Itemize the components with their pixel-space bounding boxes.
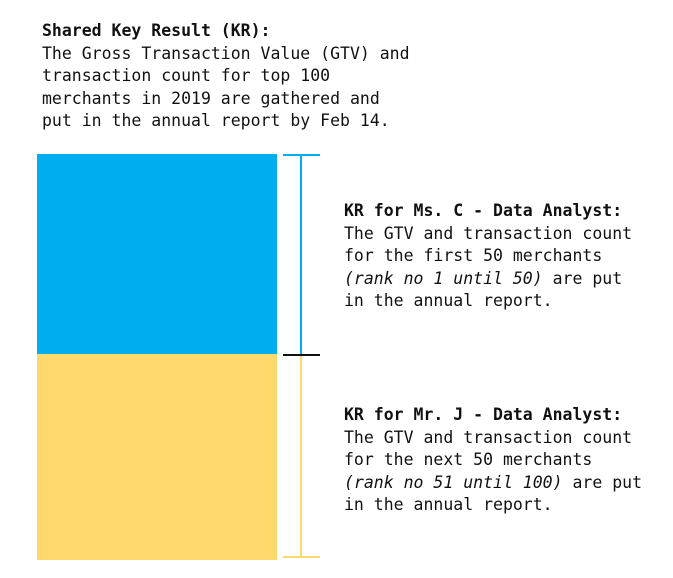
kr-ms-c-line: for the first 50 merchants — [344, 246, 603, 265]
bracket-top-cap — [283, 154, 320, 156]
shared-kr-text: Shared Key Result (KR): The Gross Transa… — [42, 20, 410, 133]
bracket-bottom-cap — [283, 556, 320, 558]
shared-kr-line: The Gross Transaction Value (GTV) and — [42, 43, 410, 63]
kr-mr-j-line: for the next 50 merchants — [344, 450, 593, 469]
kr-mr-j-heading: KR for Mr. J - Data Analyst: — [344, 405, 623, 424]
next-50-bracket-line — [300, 355, 302, 558]
kr-mr-j-text: KR for Mr. J - Data Analyst: The GTV and… — [344, 404, 642, 517]
kr-ms-c-text: KR for Ms. C - Data Analyst: The GTV and… — [344, 200, 632, 313]
kr-ms-c-line: The GTV and transaction count — [344, 223, 633, 243]
kr-ms-c-rank-range: (rank no 1 until 50) — [344, 268, 543, 288]
first-50-merchants-block — [37, 154, 277, 354]
kr-ms-c-heading: KR for Ms. C - Data Analyst: — [344, 201, 623, 220]
shared-kr-line: merchants in 2019 are gathered and — [42, 88, 380, 108]
kr-mr-j-line: (rank no 51 until 100) are put — [344, 472, 642, 495]
shared-kr-line: put in the annual report by Feb 14. — [42, 111, 390, 130]
kr-mr-j-rank-range: (rank no 51 until 100) — [344, 472, 563, 492]
kr-ms-c-line: (rank no 1 until 50) are put — [344, 268, 632, 291]
kr-mr-j-line: The GTV and transaction count — [344, 427, 633, 447]
shared-kr-heading: Shared Key Result (KR): — [42, 21, 271, 40]
kr-mr-j-line-rest: are put — [562, 472, 643, 492]
bracket-divider-cap — [283, 354, 320, 356]
first-50-bracket-line — [300, 155, 302, 355]
kr-ms-c-line-rest: are put — [542, 268, 623, 288]
next-50-merchants-block — [37, 354, 277, 560]
kr-ms-c-line: in the annual report. — [344, 291, 553, 310]
shared-kr-line: transaction count for top 100 — [42, 66, 331, 85]
kr-mr-j-line: in the annual report. — [344, 495, 553, 514]
